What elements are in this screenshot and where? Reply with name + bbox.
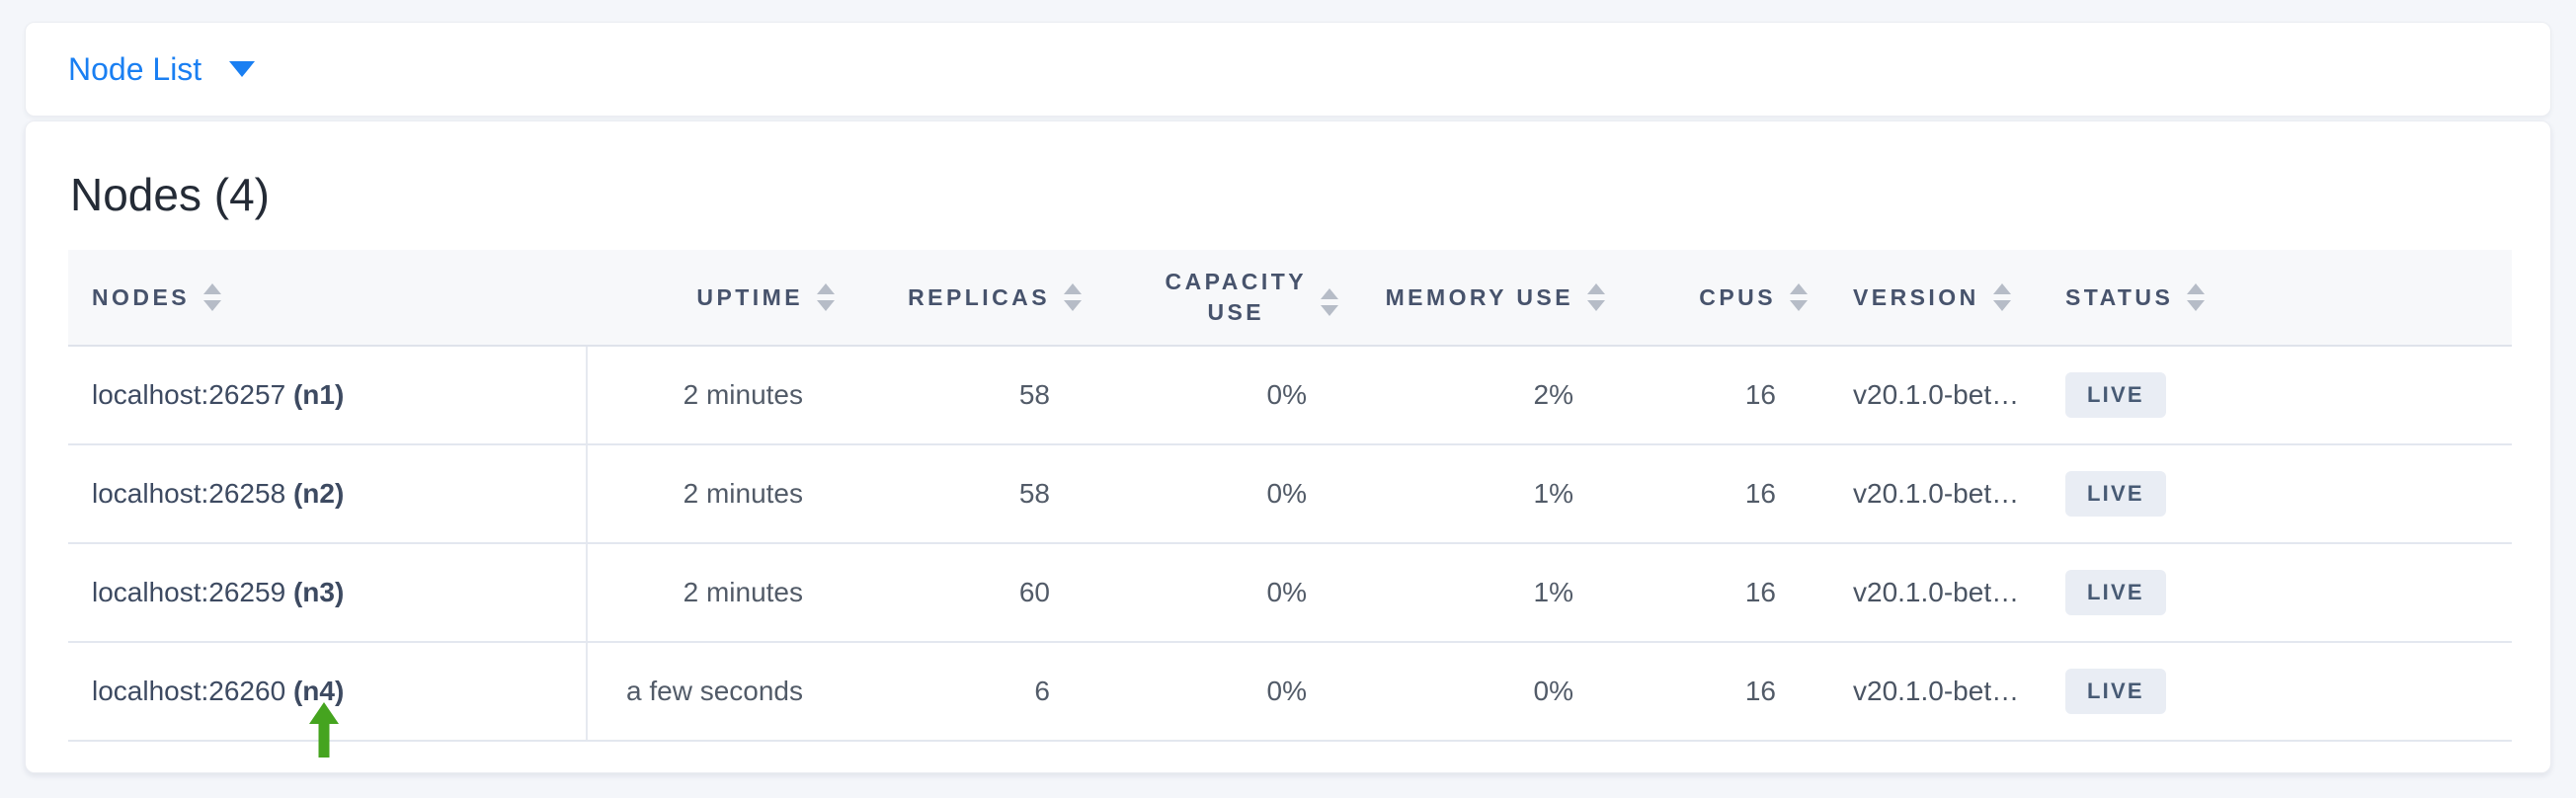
replicas-cell: 60 bbox=[850, 543, 1097, 643]
sort-icon bbox=[1790, 283, 1808, 311]
cpus-cell: 16 bbox=[1621, 543, 1823, 643]
page-title: Nodes (4) bbox=[70, 169, 270, 220]
version-cell: v20.1.0-bet… bbox=[1823, 543, 2046, 643]
table-header-row: NODES UPTIME REPLICAS bbox=[68, 250, 2512, 347]
capacity-use-cell: 0% bbox=[1097, 346, 1354, 445]
node-address-cell[interactable]: localhost:26259 (n3) bbox=[68, 543, 588, 643]
chevron-down-icon bbox=[229, 61, 256, 77]
memory-use-cell: 1% bbox=[1354, 444, 1621, 544]
uptime-cell: 2 minutes bbox=[587, 444, 850, 544]
status-badge: LIVE bbox=[2065, 669, 2166, 714]
cpus-cell: 16 bbox=[1621, 444, 1823, 544]
status-cell: LIVE bbox=[2046, 346, 2512, 445]
node-address-cell[interactable]: localhost:26257 (n1) bbox=[68, 346, 588, 445]
status-badge: LIVE bbox=[2065, 570, 2166, 615]
memory-use-cell: 0% bbox=[1354, 642, 1621, 742]
table-row-node-3[interactable]: localhost:26259 (n3) 2 minutes 60 0% 1% … bbox=[68, 543, 2512, 643]
status-badge: LIVE bbox=[2065, 372, 2166, 418]
table-row-node-2[interactable]: localhost:26258 (n2) 2 minutes 58 0% 1% … bbox=[68, 444, 2512, 544]
sort-icon bbox=[2187, 283, 2206, 311]
column-header-version[interactable]: VERSION bbox=[1823, 250, 2046, 347]
status-cell: LIVE bbox=[2046, 543, 2512, 643]
cpus-cell: 16 bbox=[1621, 642, 1823, 742]
column-header-replicas[interactable]: REPLICAS bbox=[850, 250, 1097, 347]
status-badge: LIVE bbox=[2065, 471, 2166, 517]
table-row-node-1[interactable]: localhost:26257 (n1) 2 minutes 58 0% 2% … bbox=[68, 346, 2512, 445]
version-cell: v20.1.0-bet… bbox=[1823, 346, 2046, 445]
memory-use-cell: 2% bbox=[1354, 346, 1621, 445]
memory-use-cell: 1% bbox=[1354, 543, 1621, 643]
capacity-use-cell: 0% bbox=[1097, 642, 1354, 742]
sort-icon bbox=[203, 283, 222, 311]
view-dropdown-label: Node List bbox=[68, 50, 202, 87]
status-cell: LIVE bbox=[2046, 642, 2512, 742]
uptime-cell: 2 minutes bbox=[587, 346, 850, 445]
column-header-cpus[interactable]: CPUS bbox=[1621, 250, 1823, 347]
column-header-nodes[interactable]: NODES bbox=[68, 250, 587, 347]
sort-icon bbox=[817, 283, 835, 311]
green-arrow-pointer bbox=[309, 702, 339, 758]
uptime-cell: a few seconds bbox=[587, 642, 850, 742]
nodes-table: NODES UPTIME REPLICAS bbox=[68, 250, 2512, 742]
cpus-cell: 16 bbox=[1621, 346, 1823, 445]
sort-icon bbox=[1064, 283, 1082, 311]
version-cell: v20.1.0-bet… bbox=[1823, 642, 2046, 742]
column-header-capacity-use[interactable]: CAPACITY USE bbox=[1097, 250, 1354, 347]
nodes-panel: Nodes (4) NODES UPTIME bbox=[25, 120, 2551, 773]
sort-icon bbox=[1587, 283, 1605, 311]
uptime-cell: 2 minutes bbox=[587, 543, 850, 643]
capacity-use-cell: 0% bbox=[1097, 444, 1354, 544]
sort-icon bbox=[1321, 287, 1338, 316]
replicas-cell: 58 bbox=[850, 444, 1097, 544]
sort-icon bbox=[1992, 283, 2011, 311]
column-header-memory-use[interactable]: MEMORY USE bbox=[1354, 250, 1621, 347]
column-header-status[interactable]: STATUS bbox=[2046, 250, 2512, 347]
capacity-use-cell: 0% bbox=[1097, 543, 1354, 643]
node-address-cell[interactable]: localhost:26258 (n2) bbox=[68, 444, 588, 544]
view-switcher-bar: Node List bbox=[25, 22, 2551, 117]
table-row-node-4[interactable]: localhost:26260 (n4) a few seconds 6 0% … bbox=[68, 642, 2512, 742]
replicas-cell: 58 bbox=[850, 346, 1097, 445]
column-header-uptime[interactable]: UPTIME bbox=[587, 250, 850, 347]
replicas-cell: 6 bbox=[850, 642, 1097, 742]
view-dropdown[interactable]: Node List bbox=[68, 50, 256, 88]
status-cell: LIVE bbox=[2046, 444, 2512, 544]
version-cell: v20.1.0-bet… bbox=[1823, 444, 2046, 544]
